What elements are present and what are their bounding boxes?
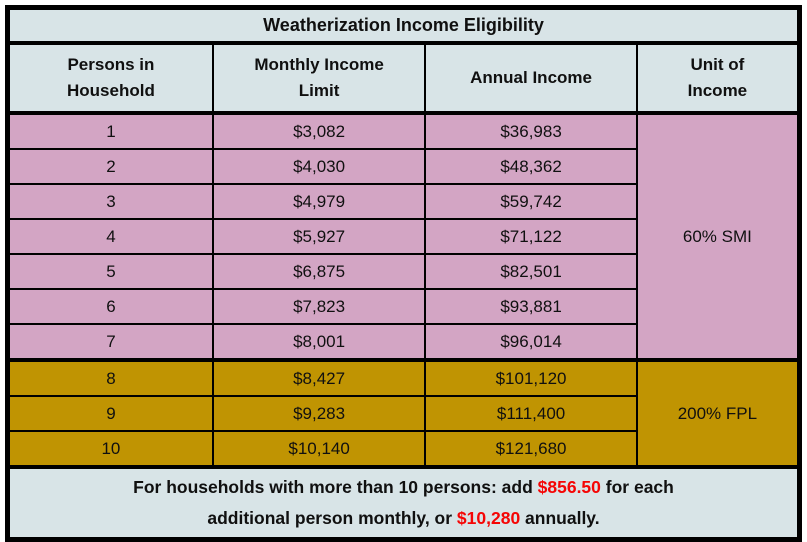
unit-of-income-smi: 60% SMI bbox=[635, 111, 801, 361]
annual-income-cell: $82,501 bbox=[424, 253, 638, 290]
annual-income-cell: $111,400 bbox=[424, 395, 638, 432]
persons-cell: 4 bbox=[6, 218, 214, 255]
persons-cell: 9 bbox=[6, 395, 214, 432]
table-title: Weatherization Income Eligibility bbox=[6, 6, 801, 45]
table-row: 7 $8,001 $96,014 bbox=[6, 323, 800, 361]
annual-income-cell: $101,120 bbox=[424, 358, 638, 397]
column-header-unit-of-income: Unit of Income bbox=[635, 42, 801, 115]
title-row: Weatherization Income Eligibility bbox=[6, 6, 801, 45]
monthly-income-cell: $9,283 bbox=[211, 395, 427, 432]
footnote-row: For households with more than 10 persons… bbox=[6, 465, 801, 541]
persons-cell: 8 bbox=[6, 358, 214, 397]
persons-cell: 10 bbox=[6, 430, 214, 468]
column-header-label: Annual Income bbox=[470, 67, 592, 87]
column-header-persons-in-household: Persons in Household bbox=[6, 42, 214, 115]
table-row: 3 $4,979 $59,742 bbox=[6, 183, 800, 220]
monthly-income-cell: $3,082 bbox=[211, 111, 427, 150]
annual-income-cell: $71,122 bbox=[424, 218, 638, 255]
monthly-income-cell: $7,823 bbox=[211, 288, 427, 325]
persons-cell: 1 bbox=[6, 111, 214, 150]
table-row: 8 $8,427 $101,120 200% FPL bbox=[6, 358, 801, 468]
column-header-annual-income: Annual Income bbox=[424, 42, 638, 115]
monthly-income-cell: $8,427 bbox=[211, 358, 427, 397]
footnote: For households with more than 10 persons… bbox=[94, 472, 714, 533]
annual-income-cell: $93,881 bbox=[424, 288, 638, 325]
column-header-label: Unit of Income bbox=[687, 54, 748, 100]
annual-income-cell: $96,014 bbox=[424, 323, 638, 361]
annual-income-cell: $36,983 bbox=[424, 111, 638, 150]
annual-addition-amount: $10,280 bbox=[456, 508, 521, 528]
monthly-income-cell: $5,927 bbox=[211, 218, 427, 255]
column-header-label: Monthly Income Limit bbox=[254, 54, 384, 100]
footnote-text: for each additional person monthly, or bbox=[207, 477, 674, 528]
annual-income-cell: $48,362 bbox=[424, 148, 638, 185]
annual-income-cell: $121,680 bbox=[424, 430, 638, 468]
header-row: Persons in Household Monthly Income Limi… bbox=[6, 42, 801, 115]
monthly-addition-amount: $856.50 bbox=[537, 477, 601, 498]
footnote-text: For households with more than 10 persons… bbox=[133, 477, 538, 498]
persons-cell: 5 bbox=[6, 253, 214, 290]
table-row: 1 $3,082 $36,983 60% SMI bbox=[6, 111, 801, 361]
footnote-cell: For households with more than 10 persons… bbox=[6, 465, 801, 541]
persons-cell: 2 bbox=[6, 148, 214, 185]
column-header-monthly-income-limit: Monthly Income Limit bbox=[211, 42, 427, 115]
footnote-text: annually. bbox=[520, 508, 600, 528]
table-row: 10 $10,140 $121,680 bbox=[6, 430, 800, 468]
table-row: 9 $9,283 $111,400 bbox=[6, 395, 800, 432]
column-header-label: Persons in Household bbox=[67, 54, 155, 100]
weatherization-income-table: Weatherization Income Eligibility Person… bbox=[5, 5, 802, 542]
persons-cell: 3 bbox=[6, 183, 214, 220]
persons-cell: 6 bbox=[6, 288, 214, 325]
table-row: 5 $6,875 $82,501 bbox=[6, 253, 800, 290]
table-row: 2 $4,030 $48,362 bbox=[6, 148, 800, 185]
table-row: 4 $5,927 $71,122 bbox=[6, 218, 800, 255]
monthly-income-cell: $4,030 bbox=[211, 148, 427, 185]
monthly-income-cell: $4,979 bbox=[211, 183, 427, 220]
table-row: 6 $7,823 $93,881 bbox=[6, 288, 800, 325]
annual-income-cell: $59,742 bbox=[424, 183, 638, 220]
persons-cell: 7 bbox=[6, 323, 214, 361]
unit-of-income-fpl: 200% FPL bbox=[635, 358, 801, 468]
monthly-income-cell: $8,001 bbox=[211, 323, 427, 361]
monthly-income-cell: $10,140 bbox=[211, 430, 427, 468]
monthly-income-cell: $6,875 bbox=[211, 253, 427, 290]
